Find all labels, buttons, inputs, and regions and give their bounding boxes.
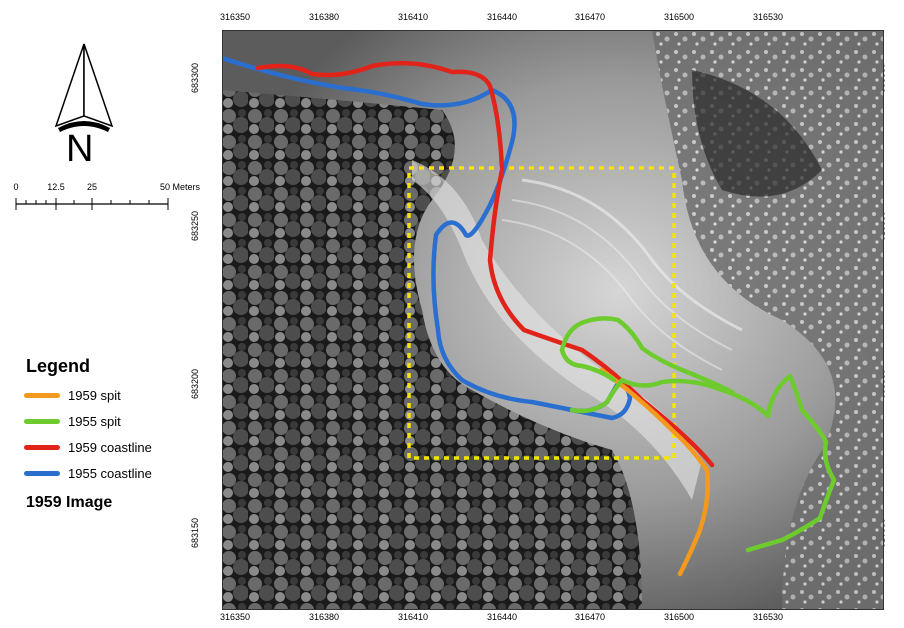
scale-label-0: 0 xyxy=(13,182,19,192)
scale-label-12-5: 12.5 xyxy=(47,182,65,192)
scale-bar xyxy=(15,198,169,210)
north-arrow-icon xyxy=(54,43,114,132)
study-area-box xyxy=(407,166,676,460)
aerial-image xyxy=(222,30,884,610)
legend-swatch xyxy=(24,392,60,398)
spit-1955-line xyxy=(569,373,837,553)
north-label: N xyxy=(66,128,94,170)
legend-item-1955-spit: 1955 spit xyxy=(24,412,121,430)
spit-1955-line-hook xyxy=(559,347,617,383)
left-tick-label: 683150 xyxy=(190,517,201,549)
legend-subtitle: 1959 Image xyxy=(26,494,113,511)
legend-swatch xyxy=(24,470,60,476)
bottom-tick-label: 316410 xyxy=(397,612,429,622)
legend-label: 1959 coastline xyxy=(68,439,152,455)
spit-1959-line xyxy=(599,367,710,577)
left-tick-label: 683200 xyxy=(190,368,201,400)
legend-item-1959-spit: 1959 spit xyxy=(24,386,121,404)
top-tick-label: 316350 xyxy=(219,12,251,22)
legend-label: 1955 coastline xyxy=(68,465,152,481)
bottom-tick-label: 316530 xyxy=(752,612,784,622)
legend-label: 1955 spit xyxy=(68,413,121,429)
coastline-1959-line xyxy=(255,60,715,468)
coastline-1955-line xyxy=(222,55,633,421)
legend-swatch xyxy=(24,418,60,424)
top-tick-label: 316530 xyxy=(752,12,784,22)
bottom-tick-label: 316380 xyxy=(308,612,340,622)
bottom-tick-label: 316440 xyxy=(486,612,518,622)
left-tick-label: 683300 xyxy=(190,62,201,94)
legend-label: 1959 spit xyxy=(68,387,121,403)
bottom-tick-label: 316500 xyxy=(663,612,695,622)
bottom-tick-label: 316470 xyxy=(574,612,606,622)
north-arrow xyxy=(48,38,118,138)
aerial-map xyxy=(222,30,884,610)
scale-label-50: 50 Meters xyxy=(159,182,201,192)
legend-swatch xyxy=(24,444,60,450)
spit-1955-line-north xyxy=(559,316,735,395)
top-tick-label: 316380 xyxy=(308,12,340,22)
top-tick-label: 316410 xyxy=(397,12,429,22)
top-tick-label: 316500 xyxy=(663,12,695,22)
scale-label-25: 25 xyxy=(86,182,98,192)
legend-item-1959-coastline: 1959 coastline xyxy=(24,438,152,456)
left-tick-label: 683250 xyxy=(190,210,201,242)
top-tick-label: 316470 xyxy=(574,12,606,22)
legend-item-1955-coastline: 1955 coastline xyxy=(24,464,152,482)
legend-title: Legend xyxy=(26,356,91,376)
top-tick-label: 316440 xyxy=(486,12,518,22)
bottom-tick-label: 316350 xyxy=(219,612,251,622)
